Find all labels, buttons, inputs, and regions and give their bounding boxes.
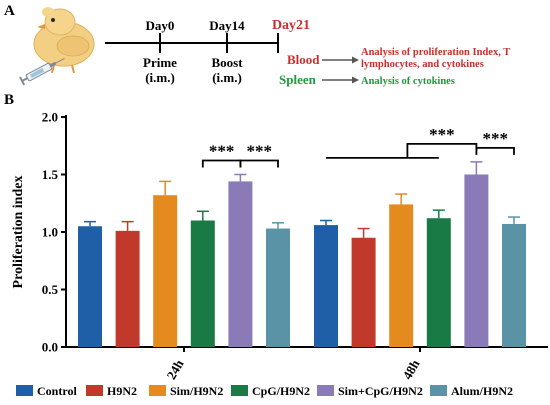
legend-label: Control <box>37 384 77 398</box>
panel-b-letter: B <box>4 92 14 108</box>
timeline-boost-route: (i.m.) <box>212 70 242 85</box>
sample-spleen-label: Spleen <box>279 72 317 87</box>
legend-swatch <box>430 385 447 396</box>
legend-label: CpG/H9N2 <box>252 384 310 398</box>
significance-bracket <box>406 142 478 158</box>
significance-bracket <box>239 159 279 168</box>
y-tick-label: 2.0 <box>42 110 58 125</box>
y-axis-title: Proliferation index <box>11 176 26 289</box>
legend-swatch <box>231 385 248 396</box>
bar <box>153 195 178 347</box>
arrow-blood-icon <box>322 56 359 64</box>
timeline-prime-label: Prime <box>143 55 177 70</box>
category-label: 48h <box>399 356 422 382</box>
legend-label: H9N2 <box>107 384 137 398</box>
syringe-icon <box>19 57 65 86</box>
significance-label: *** <box>246 142 272 161</box>
bar <box>266 228 290 347</box>
blood-analysis-line1: Analysis of proliferation Index, T <box>361 47 510 58</box>
blood-analysis-line2: lymphocytes, and cytokines <box>361 59 484 70</box>
timeline-day14-label: Day14 <box>209 18 245 33</box>
chick-illustration <box>33 7 95 74</box>
legend-label: Sim+CpG/H9N2 <box>338 384 423 398</box>
bar <box>351 237 376 347</box>
legend-swatch <box>149 385 166 396</box>
significance-label: *** <box>209 142 235 161</box>
bar <box>426 218 451 347</box>
category-label: 24h <box>163 356 186 382</box>
bar <box>78 226 102 347</box>
bar <box>228 181 253 347</box>
bar <box>502 223 526 347</box>
bar <box>314 225 338 347</box>
y-tick-label: 0.0 <box>42 340 58 355</box>
proliferation-bar-chart: 0.0 0.5 1.0 1.5 2.0 Proliferation index 24h 48h… <box>11 110 548 382</box>
bar <box>464 174 489 347</box>
timeline-boost-label: Boost <box>211 55 243 70</box>
y-tick-label: 1.5 <box>42 167 59 182</box>
legend-label: Alum/H9N2 <box>451 384 513 398</box>
significance-label: *** <box>429 125 455 144</box>
y-tick-label: 1.0 <box>42 225 58 240</box>
bar <box>190 220 215 347</box>
timeline-day0-label: Day0 <box>146 18 175 33</box>
timeline-prime-route: (i.m.) <box>145 70 175 85</box>
significance-bracket <box>201 159 242 168</box>
bar <box>115 230 140 347</box>
legend-label: Sim/H9N2 <box>170 384 223 398</box>
arrow-spleen-icon <box>322 76 359 84</box>
legend-swatch <box>317 385 334 396</box>
timeline-day21-label: Day21 <box>272 18 310 33</box>
legend-swatch <box>86 385 103 396</box>
chart-legend: Control H9N2 Sim/H9N2 CpG/H9N2 Sim+CpG/H9N2 A… <box>16 384 513 398</box>
significance-bracket <box>475 146 515 155</box>
bar <box>389 204 414 347</box>
panel-a-letter: A <box>4 3 15 19</box>
legend-swatch <box>16 385 33 396</box>
y-tick-label: 0.5 <box>42 282 59 297</box>
significance-label: *** <box>482 129 508 148</box>
spleen-analysis-line: Analysis of cytokines <box>361 76 455 87</box>
sample-blood-label: Blood <box>287 52 320 67</box>
